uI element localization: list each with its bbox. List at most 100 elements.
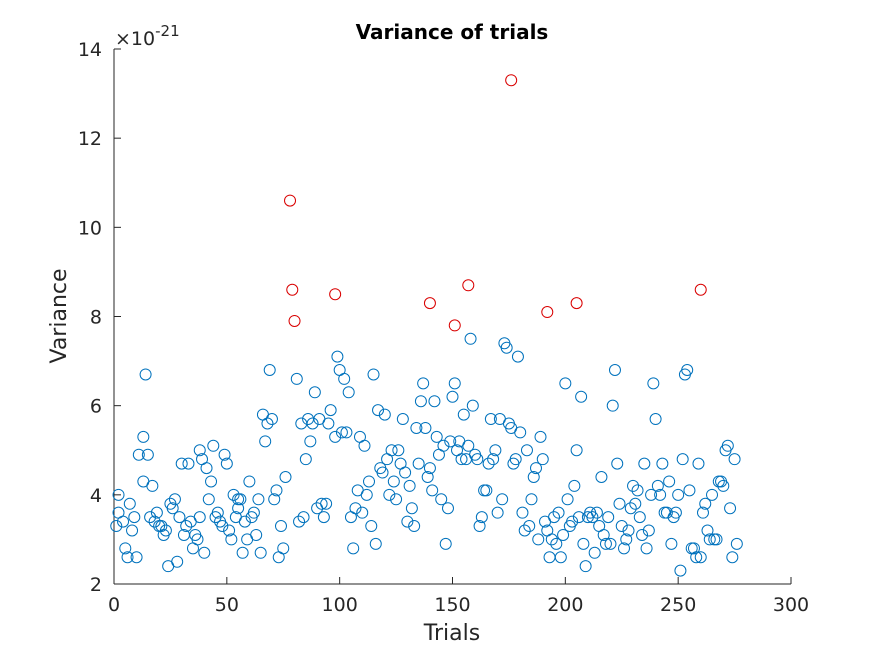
data-point — [297, 511, 310, 524]
data-point — [110, 520, 123, 533]
data-point — [112, 488, 125, 501]
data-point — [557, 528, 570, 541]
data-point — [629, 497, 642, 510]
data-point — [579, 560, 592, 573]
data-point — [270, 484, 283, 497]
data-point — [672, 488, 685, 501]
data-point — [254, 546, 267, 559]
y-tick-label: 2 — [90, 574, 102, 596]
data-point — [322, 417, 335, 430]
data-point — [139, 368, 152, 381]
data-point — [568, 479, 581, 492]
data-point — [633, 511, 646, 524]
data-point — [363, 475, 376, 488]
data-point — [132, 448, 145, 461]
data-point — [640, 542, 653, 555]
data-point — [620, 533, 633, 546]
data-point — [198, 546, 211, 559]
data-point — [342, 386, 355, 399]
data-point — [439, 537, 452, 550]
data-point — [559, 377, 572, 390]
data-point — [421, 471, 434, 483]
outlier-point — [448, 319, 461, 332]
data-point — [369, 537, 382, 550]
data-point — [471, 453, 484, 466]
data-point — [631, 484, 644, 497]
data-point — [595, 471, 608, 483]
y-tick-label: 8 — [90, 307, 102, 329]
data-point — [586, 511, 599, 524]
data-point — [340, 426, 353, 439]
data-point — [299, 453, 312, 466]
data-point — [473, 520, 486, 533]
data-point — [338, 372, 351, 385]
data-point — [211, 506, 224, 519]
data-point — [487, 453, 500, 466]
data-point — [250, 528, 263, 541]
data-point — [223, 524, 236, 537]
data-point — [654, 488, 667, 501]
outlier-point — [284, 194, 297, 207]
data-point — [656, 457, 669, 470]
data-point — [265, 413, 278, 426]
data-point — [441, 502, 454, 515]
data-point — [247, 506, 260, 519]
y-tick-label: 6 — [90, 396, 102, 418]
data-point — [412, 457, 425, 470]
data-point — [356, 506, 369, 519]
data-point — [724, 502, 737, 515]
data-point — [405, 502, 418, 515]
data-point — [561, 493, 574, 506]
data-point — [180, 520, 193, 533]
data-point — [268, 493, 281, 506]
data-point — [527, 471, 540, 483]
data-point — [516, 506, 529, 519]
data-point — [545, 533, 558, 546]
data-point — [676, 453, 689, 466]
data-point — [329, 430, 342, 443]
data-point — [462, 439, 475, 452]
x-tick-label: 200 — [547, 594, 583, 616]
data-point — [335, 426, 348, 439]
chart-axes: 0 50 100 150 200 250 300 2 4 6 8 10 12 14 — [78, 39, 809, 616]
x-tick-label: 150 — [434, 594, 470, 616]
data-point — [622, 524, 635, 537]
data-point — [225, 533, 238, 546]
data-point — [238, 515, 251, 528]
data-point — [315, 497, 328, 510]
data-point — [419, 421, 432, 434]
data-point — [414, 395, 427, 408]
x-tick-label: 100 — [322, 594, 358, 616]
y-axis-exponent-base: ×10 — [115, 28, 155, 50]
chart-marks — [110, 74, 743, 577]
data-point — [550, 537, 563, 550]
data-point — [378, 408, 391, 421]
data-point — [216, 520, 229, 533]
data-point — [694, 551, 707, 564]
data-point — [687, 542, 700, 555]
data-point — [123, 497, 136, 510]
data-point — [261, 417, 274, 430]
data-point — [428, 395, 441, 408]
data-point — [464, 332, 477, 345]
outlier-point — [570, 297, 583, 310]
data-point — [408, 520, 421, 533]
data-point — [426, 484, 439, 497]
data-point — [317, 511, 330, 524]
data-point — [728, 453, 741, 466]
data-point — [448, 377, 461, 390]
data-point — [534, 430, 547, 443]
data-point — [403, 479, 416, 492]
data-point — [701, 524, 714, 537]
data-point — [660, 506, 673, 519]
data-point — [509, 453, 522, 466]
data-point — [649, 413, 662, 426]
data-point — [399, 466, 412, 479]
data-point — [444, 435, 457, 448]
data-point — [236, 546, 249, 559]
data-point — [304, 435, 317, 448]
data-point — [220, 457, 233, 470]
data-point — [401, 515, 414, 528]
data-point — [126, 524, 139, 537]
